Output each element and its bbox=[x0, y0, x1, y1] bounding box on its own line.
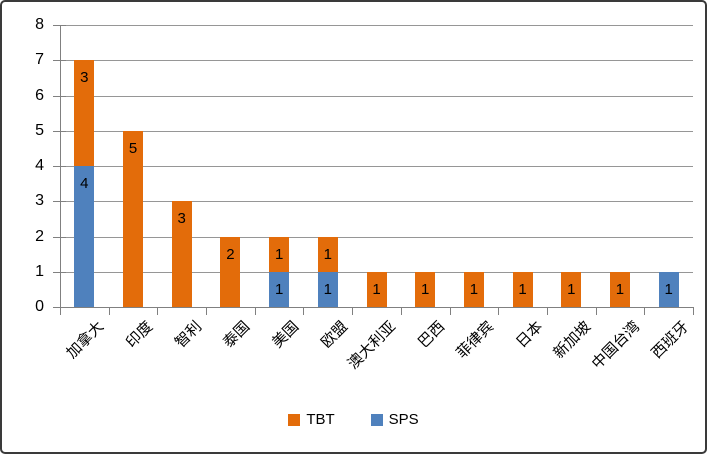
bar-segment-sps: 1 bbox=[658, 271, 679, 307]
x-axis-label: 日本 bbox=[512, 318, 546, 352]
gridline bbox=[60, 60, 693, 62]
gridline bbox=[60, 201, 693, 203]
y-axis-tick bbox=[53, 271, 66, 273]
x-axis-tick bbox=[108, 307, 110, 315]
bar-segment-tbt: 2 bbox=[220, 236, 241, 307]
bar-value-label: 1 bbox=[615, 280, 625, 298]
bar-value-label: 1 bbox=[664, 280, 673, 298]
bar-segment-tbt: 1 bbox=[463, 271, 484, 307]
bar-value-label: 1 bbox=[274, 245, 284, 263]
bar-segment-tbt: 1 bbox=[415, 271, 436, 307]
y-axis-tick bbox=[53, 130, 66, 132]
bar-segment-tbt: 3 bbox=[74, 60, 95, 166]
x-axis-label: 加拿大 bbox=[63, 318, 108, 362]
bar-segment-tbt: 1 bbox=[317, 236, 338, 272]
y-axis-tick bbox=[53, 201, 66, 203]
gridline bbox=[60, 25, 693, 26]
legend-label-tbt: TBT bbox=[306, 411, 335, 428]
bar-value-label: 1 bbox=[323, 245, 332, 263]
bar-segment-tbt: 5 bbox=[123, 130, 144, 307]
bar-segment-sps: 1 bbox=[317, 271, 338, 307]
x-axis-tick bbox=[693, 307, 694, 315]
bar-value-label: 1 bbox=[469, 280, 479, 298]
x-axis-label: 印度 bbox=[122, 318, 157, 352]
x-axis-label: 巴西 bbox=[415, 318, 449, 352]
bar-segment-tbt: 1 bbox=[561, 271, 582, 307]
legend-item-sps: SPS bbox=[370, 411, 419, 428]
y-axis-label: 3 bbox=[35, 192, 44, 210]
bar-segment-tbt: 1 bbox=[366, 271, 387, 307]
bar-segment-sps: 4 bbox=[74, 166, 95, 307]
x-axis-label: 中国台湾 bbox=[588, 318, 644, 373]
y-axis-tick bbox=[53, 307, 66, 308]
bar-value-label: 3 bbox=[177, 210, 186, 228]
y-axis-label: 7 bbox=[35, 51, 44, 69]
bar-segment-tbt: 1 bbox=[269, 236, 290, 272]
y-axis-tick bbox=[53, 236, 66, 238]
y-axis-tick bbox=[53, 25, 66, 26]
y-axis-label: 8 bbox=[35, 16, 44, 33]
x-axis-line bbox=[60, 307, 694, 308]
bar-value-label: 5 bbox=[128, 139, 138, 157]
bar-value-label: 1 bbox=[567, 280, 576, 298]
x-axis-tick bbox=[254, 307, 256, 315]
x-axis-tick bbox=[498, 307, 500, 315]
x-axis-tick bbox=[303, 307, 305, 315]
gridline bbox=[60, 236, 693, 238]
x-axis-tick bbox=[60, 307, 61, 315]
y-axis-label: 0 bbox=[35, 298, 44, 315]
x-axis-tick bbox=[400, 307, 402, 315]
x-axis-tick bbox=[352, 307, 354, 315]
y-axis-label: 1 bbox=[35, 262, 44, 280]
legend-swatch-tbt bbox=[288, 413, 301, 426]
x-axis-tick bbox=[595, 307, 597, 315]
x-axis-tick bbox=[644, 307, 646, 315]
bar-value-label: 1 bbox=[323, 280, 332, 298]
y-axis-tick bbox=[53, 95, 66, 97]
gridline bbox=[60, 166, 693, 167]
x-axis-label: 西班牙 bbox=[647, 318, 692, 362]
bar-value-label: 3 bbox=[80, 69, 89, 87]
x-axis-label: 菲律宾 bbox=[453, 318, 498, 362]
x-axis-label: 智利 bbox=[171, 318, 205, 352]
gridline bbox=[60, 130, 693, 132]
bar-value-label: 1 bbox=[421, 280, 430, 298]
y-axis-label: 6 bbox=[35, 86, 44, 104]
x-axis-tick bbox=[546, 307, 548, 315]
legend-item-tbt: TBT bbox=[288, 411, 335, 428]
bar-segment-sps: 1 bbox=[269, 271, 290, 307]
x-axis-label: 美国 bbox=[269, 318, 303, 352]
x-axis-label: 泰国 bbox=[220, 318, 254, 352]
bar-value-label: 1 bbox=[518, 280, 527, 298]
x-axis-tick bbox=[206, 307, 208, 315]
y-axis-label: 2 bbox=[35, 227, 44, 245]
x-axis-label: 澳大利亚 bbox=[345, 318, 400, 373]
x-axis-tick bbox=[449, 307, 451, 315]
legend-label-sps: SPS bbox=[388, 411, 419, 428]
bar-value-label: 2 bbox=[226, 245, 235, 263]
bar-segment-tbt: 1 bbox=[609, 271, 630, 307]
y-axis-tick bbox=[53, 60, 66, 62]
bar-segment-tbt: 3 bbox=[171, 201, 192, 307]
x-axis-tick bbox=[157, 307, 159, 315]
y-axis-label: 4 bbox=[35, 157, 44, 174]
x-axis-label: 欧盟 bbox=[317, 318, 351, 352]
y-axis-tick bbox=[53, 166, 66, 167]
bar-segment-tbt: 1 bbox=[512, 271, 533, 307]
bar-value-label: 1 bbox=[372, 280, 381, 298]
bar-value-label: 4 bbox=[80, 175, 89, 192]
legend: TBT SPS bbox=[2, 411, 705, 428]
legend-swatch-sps bbox=[370, 413, 383, 426]
y-axis-label: 5 bbox=[35, 121, 44, 139]
bar-value-label: 1 bbox=[274, 280, 284, 298]
gridline bbox=[60, 95, 693, 97]
